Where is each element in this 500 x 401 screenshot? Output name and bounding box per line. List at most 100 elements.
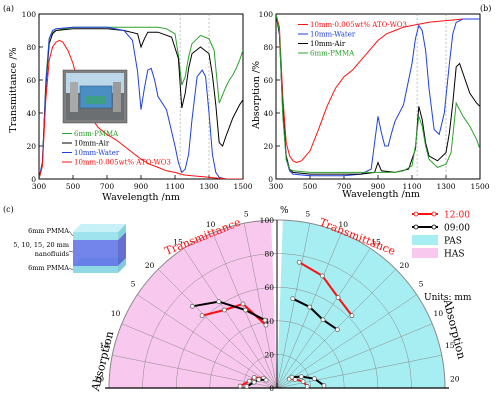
legend-entry: 10mm-0.005wt% ATO-WO3 xyxy=(310,21,407,29)
radial-tick-label: 80 xyxy=(264,250,274,259)
panel-label-c: (c) xyxy=(3,205,14,214)
polar-right-lower-label: Absorption xyxy=(440,297,468,361)
legend-entry: 10mm-Air xyxy=(74,140,110,148)
y-tick-label: 60 xyxy=(26,76,36,85)
series-line-2 xyxy=(276,14,480,175)
inset-leader xyxy=(68,267,74,271)
y-tick-label: 40 xyxy=(26,109,36,118)
polar-spoke xyxy=(183,248,278,389)
y-tick-label: 80 xyxy=(26,43,36,52)
panel-label-a: (a) xyxy=(3,4,14,13)
series-1-has-absorption-marker xyxy=(251,379,257,385)
x-tick-label: 900 xyxy=(134,182,149,191)
slab-nanofluid-front xyxy=(73,240,118,266)
y-tick-label: 100 xyxy=(259,10,274,19)
x-tick-label: 500 xyxy=(66,182,81,191)
chart-panel-b: 300 500 700 900 1100 1300 1500 0 20 40 60 80 100 10mm… xyxy=(259,10,490,191)
series-1-pas-transmittance-marker xyxy=(335,327,340,333)
legend-entry: PAS xyxy=(444,237,462,247)
polar-spoke xyxy=(121,323,278,389)
series-1-has-absorption-line xyxy=(246,378,267,388)
series-1-has-absorption-marker xyxy=(263,377,269,383)
series-line-1 xyxy=(39,28,243,179)
polar-left-upper-label: Transmittance xyxy=(163,216,243,258)
series-line-1 xyxy=(276,14,480,177)
series-1-has-transmittance-line xyxy=(192,300,266,322)
chart-panel-a: 300 500 700 900 1100 1300 1500 0 20 40 60 80 100 6mm-… xyxy=(22,10,253,191)
radial-tick-label: 60 xyxy=(264,283,274,292)
legend-marker xyxy=(431,211,437,217)
y-tick-label: 80 xyxy=(263,43,273,52)
angular-tick-pas-t: 5 xyxy=(305,210,310,219)
polar-spoke xyxy=(276,223,311,389)
slab-bottom-front xyxy=(73,266,118,273)
series-0-pas-absorption-marker xyxy=(300,379,306,384)
polar-spoke xyxy=(243,223,278,389)
legend-entry: 12:00 xyxy=(444,211,470,221)
angular-tick-has-t: 5 xyxy=(244,210,249,219)
polar-units-note: Units: mm xyxy=(424,293,472,303)
radial-tick-label: 40 xyxy=(264,317,274,326)
x-tick-label: 1500 xyxy=(233,182,252,191)
inset-leader xyxy=(68,230,74,237)
legend-patch xyxy=(412,248,438,258)
polar-chart: 0 20 40 60 80 100 5 5 5 5 10 10 10 10 15 15 15 15 20 20 20 20 xyxy=(94,210,459,393)
y-tick-label: 20 xyxy=(263,142,273,151)
polar-radial-unit: % xyxy=(280,206,289,216)
panel-label-b: (b) xyxy=(480,4,491,13)
inset-label-bottom-pmma: 6mm PMMA xyxy=(28,264,69,272)
y-tick-label: 0 xyxy=(31,175,36,184)
x-tick-label: 900 xyxy=(371,182,386,191)
angular-tick-has-t: 10 xyxy=(206,220,216,229)
polar-right-upper-label: Transmittance xyxy=(317,216,397,258)
slab-top-front xyxy=(73,232,118,240)
series-1-has-absorption-marker xyxy=(244,384,250,389)
series-1-pas-absorption-marker xyxy=(321,383,327,388)
angular-tick-pas-t: 15 xyxy=(371,237,381,246)
x-tick-label: 300 xyxy=(269,182,284,191)
x-tick-label: 1300 xyxy=(436,182,455,191)
radial-tick-label: 0 xyxy=(269,384,274,393)
series-1-pas-transmittance-marker xyxy=(290,296,296,302)
series-line-3 xyxy=(276,14,480,173)
inset-label-thickness: 5, 10, 15, 20 mm xyxy=(13,241,69,249)
legend-entry: 10mm-0.005wt% ATO-WO3 xyxy=(74,159,171,167)
angular-tick-pas-a: 10 xyxy=(434,309,444,318)
series-1-has-transmittance-marker xyxy=(243,307,248,313)
radial-tick-label: 20 xyxy=(264,350,274,359)
x-tick-label: 700 xyxy=(100,182,115,191)
legend-entry: 10mm-Air xyxy=(310,40,346,48)
angular-tick-has-a: 20 xyxy=(94,375,104,384)
legend-entry: HAS xyxy=(444,250,465,260)
angular-tick-pas-a: 5 xyxy=(419,279,424,288)
legend-entry: 6mm-PMMA xyxy=(74,130,119,138)
x-tick-label: 500 xyxy=(303,182,318,191)
series-0-has-transmittance-marker xyxy=(240,301,246,307)
series-1-pas-transmittance-marker xyxy=(320,317,326,323)
series-1-has-transmittance-marker xyxy=(262,317,268,323)
angular-tick-has-a: 5 xyxy=(131,279,136,288)
slab-nanofluid-side xyxy=(118,232,126,266)
series-0-pas-transmittance-marker xyxy=(296,259,302,265)
y-tick-label: 40 xyxy=(263,109,273,118)
y-tick-label: 100 xyxy=(22,10,37,19)
series-1-pas-absorption-marker xyxy=(298,374,304,380)
photo-pillar-right xyxy=(113,82,121,112)
series-1-pas-absorption-marker xyxy=(289,374,295,380)
series-line-0 xyxy=(276,14,480,164)
legend-marker xyxy=(413,224,419,230)
polar-legend: 12:00 09:00 PAS HAS xyxy=(412,211,470,260)
inset-label-top-pmma: 6mm PMMA xyxy=(28,227,69,235)
legend-entry: 09:00 xyxy=(444,224,470,234)
ylabel-b: Absorption /% xyxy=(251,61,262,130)
angular-tick-pas-a: 15 xyxy=(445,341,455,350)
angular-tick-has-a: 10 xyxy=(111,309,121,318)
series-line-2 xyxy=(39,26,243,179)
polar-left-lower-label: Absorption xyxy=(89,330,117,394)
series-1-has-transmittance-marker xyxy=(216,299,222,305)
series-0-pas-absorption-marker xyxy=(304,384,310,389)
legend-entry: 6mm-PMMA xyxy=(310,50,355,58)
x-tick-label: 1300 xyxy=(199,182,218,191)
angular-tick-pas-t: 20 xyxy=(400,261,410,270)
series-line-3 xyxy=(39,39,243,179)
